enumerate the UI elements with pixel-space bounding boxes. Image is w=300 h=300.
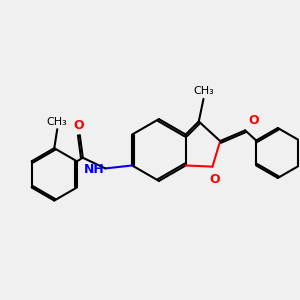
Text: O: O	[209, 172, 220, 186]
Text: CH₃: CH₃	[193, 86, 214, 96]
Text: NH: NH	[83, 163, 104, 176]
Text: CH₃: CH₃	[47, 117, 68, 127]
Text: O: O	[248, 114, 259, 128]
Text: O: O	[73, 119, 84, 132]
